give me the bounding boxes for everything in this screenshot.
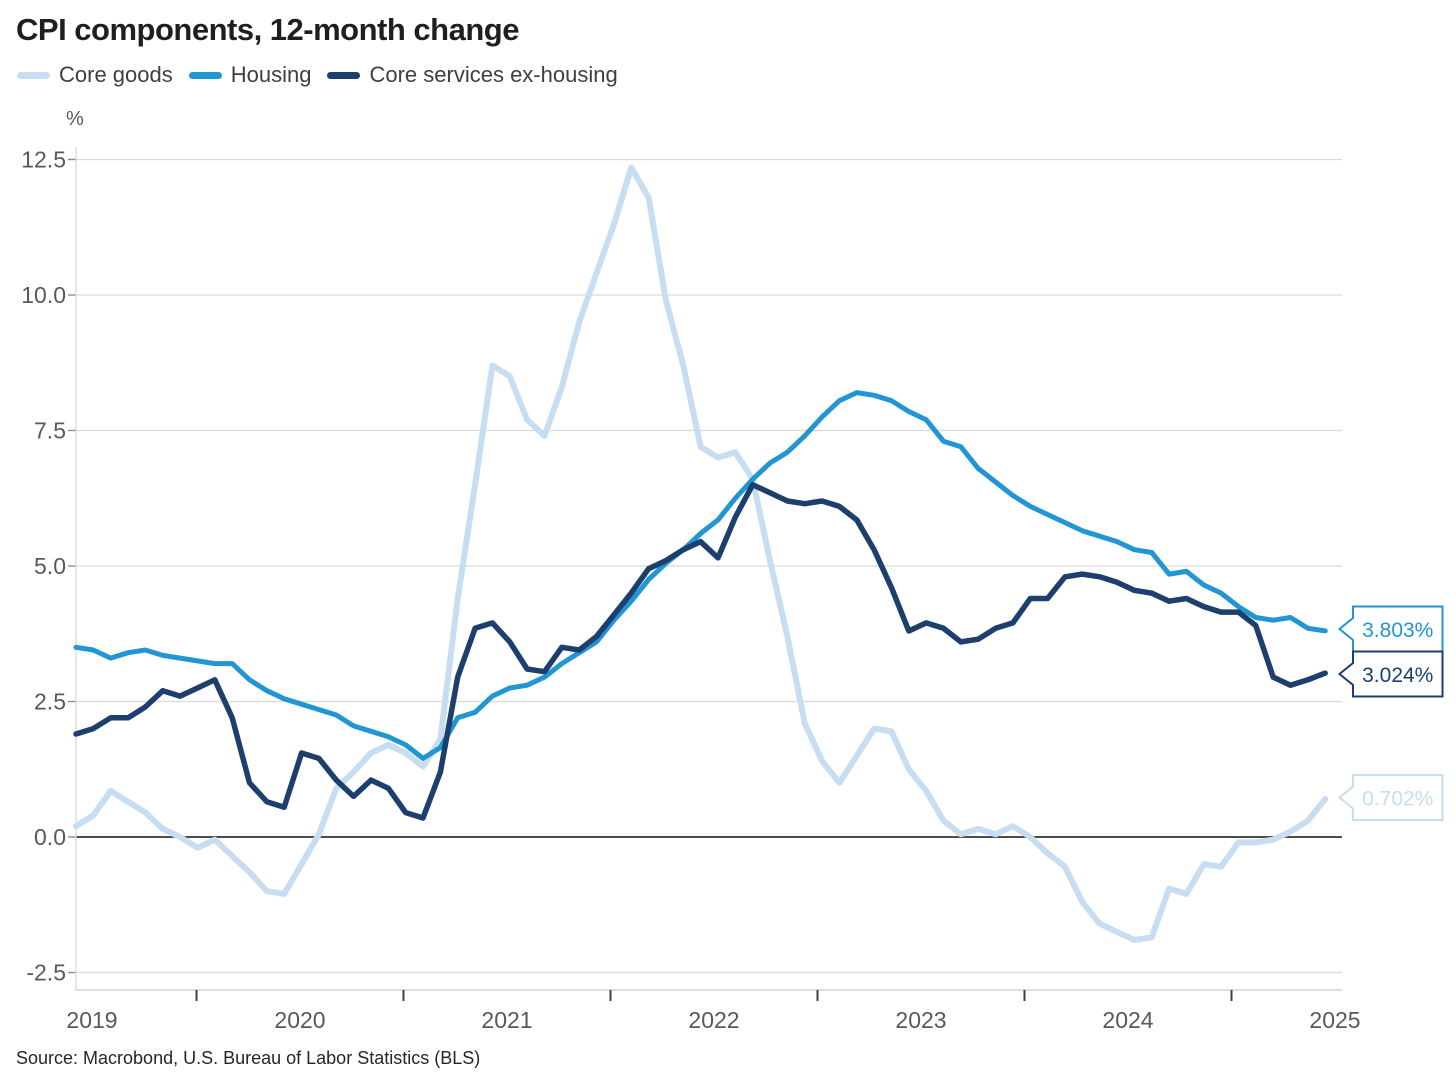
y-tick-label-2.5: 2.5 <box>34 689 66 715</box>
y-tick-label-12.5: 12.5 <box>21 147 66 173</box>
end-value-label-core-services-ex-housing: 3.024% <box>1362 664 1433 687</box>
end-value-label-housing: 3.803% <box>1362 619 1433 642</box>
end-value-callout-core-services-ex-housing: 3.024% <box>1337 650 1444 698</box>
end-value-callout-housing: 3.803% <box>1337 605 1444 653</box>
callout-box-core-goods <box>1337 774 1444 821</box>
y-tick-label--2.5: -2.5 <box>26 960 66 986</box>
x-tick-label-2020: 2020 <box>274 1007 325 1033</box>
legend-item-core-goods: Core goods <box>17 62 173 88</box>
series-line-housing <box>73 390 1328 761</box>
end-value-label-core-goods: 0.702% <box>1362 788 1433 811</box>
y-tick-label-10.0: 10.0 <box>21 282 66 308</box>
legend-item-core-services-ex-housing: Core services ex-housing <box>327 62 618 88</box>
y-axis: 12.5 10.0 7.5 5.0 2.5 0.0 -2.5 <box>21 147 1342 990</box>
x-tick-label-2019: 2019 <box>66 1007 117 1033</box>
y-axis-unit-label: % <box>66 108 84 130</box>
x-tick-label-2022: 2022 <box>688 1007 739 1033</box>
y-tick-label-0.0: 0.0 <box>34 824 66 850</box>
series-line-core-services-ex-housing <box>73 481 1328 821</box>
x-tick-label-2024: 2024 <box>1102 1007 1153 1033</box>
source-note: Source: Macrobond, U.S. Bureau of Labor … <box>16 1048 481 1068</box>
end-value-callout-core-goods: 0.702% <box>1337 774 1444 821</box>
legend-label-housing: Housing <box>230 62 312 87</box>
x-tick-label-2025: 2025 <box>1309 1007 1360 1033</box>
y-tick-label-7.5: 7.5 <box>34 418 66 444</box>
legend-label-core-goods: Core goods <box>59 62 173 87</box>
legend-swatch-core-goods <box>17 71 50 79</box>
chart-title: CPI components, 12-month change <box>16 12 519 47</box>
x-axis: 2019 2020 2021 2022 2023 2024 2025 <box>66 989 1361 1033</box>
legend-item-housing: Housing <box>188 62 312 88</box>
legend-swatch-core-services-ex-housing <box>327 71 361 79</box>
chart-legend: Core goods Housing Core services ex-hous… <box>17 62 618 88</box>
legend-label-core-services-ex-housing: Core services ex-housing <box>369 62 618 87</box>
y-tick-label-5.0: 5.0 <box>34 553 66 579</box>
legend-swatch-housing <box>188 71 222 79</box>
x-tick-label-2023: 2023 <box>895 1007 946 1033</box>
series-line-core-goods <box>73 164 1329 943</box>
callout-box-core-services-ex-housing <box>1337 650 1444 698</box>
x-tick-label-2021: 2021 <box>481 1007 532 1033</box>
